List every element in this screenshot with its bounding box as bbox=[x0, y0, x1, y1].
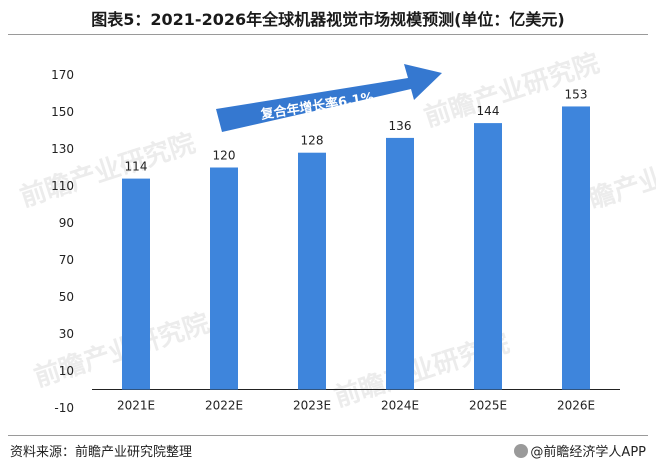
x-tick-label: 2026E bbox=[557, 399, 595, 413]
y-tick-label: 130 bbox=[51, 142, 74, 156]
bar bbox=[562, 106, 590, 390]
data-label: 128 bbox=[301, 134, 324, 148]
x-tick-label: 2022E bbox=[205, 399, 243, 413]
bar-chart: -10 10 30 50 70 90 110 130 150 170 114 120 128 136 14… bbox=[51, 64, 620, 415]
bar bbox=[386, 137, 414, 390]
data-label: 120 bbox=[213, 149, 236, 163]
bottom-divider bbox=[8, 435, 648, 436]
data-label: 153 bbox=[565, 87, 588, 101]
y-tick-label: 70 bbox=[59, 253, 74, 267]
bar bbox=[298, 152, 326, 390]
x-tick-label: 2025E bbox=[469, 399, 507, 413]
data-label: 136 bbox=[389, 119, 412, 133]
chart-title: 图表5：2021-2026年全球机器视觉市场规模预测(单位：亿美元) bbox=[91, 10, 565, 29]
x-tick-label: 2023E bbox=[293, 399, 331, 413]
y-tick-label: 10 bbox=[59, 364, 74, 378]
wechat-icon bbox=[514, 444, 529, 458]
y-tick-label: 90 bbox=[59, 216, 74, 230]
top-divider bbox=[8, 34, 648, 35]
y-tick-label: 150 bbox=[51, 105, 74, 119]
data-label: 144 bbox=[477, 104, 500, 118]
bar bbox=[474, 123, 502, 390]
x-tick-label: 2021E bbox=[117, 399, 155, 413]
credit-text: @前瞻经济学人APP bbox=[530, 445, 646, 460]
y-tick-label: 170 bbox=[51, 68, 74, 82]
data-label: 114 bbox=[125, 160, 148, 174]
source-note: 资料来源：前瞻产业研究院整理 bbox=[10, 445, 193, 460]
y-tick-label: 110 bbox=[51, 179, 74, 193]
credit-note: @前瞻经济学人APP bbox=[514, 441, 646, 460]
y-tick-label: 30 bbox=[59, 327, 74, 341]
bar bbox=[122, 178, 150, 390]
y-tick-label: -10 bbox=[54, 401, 74, 415]
x-tick-label: 2024E bbox=[381, 399, 419, 413]
y-tick-label: 50 bbox=[59, 290, 74, 304]
bar bbox=[210, 167, 238, 390]
